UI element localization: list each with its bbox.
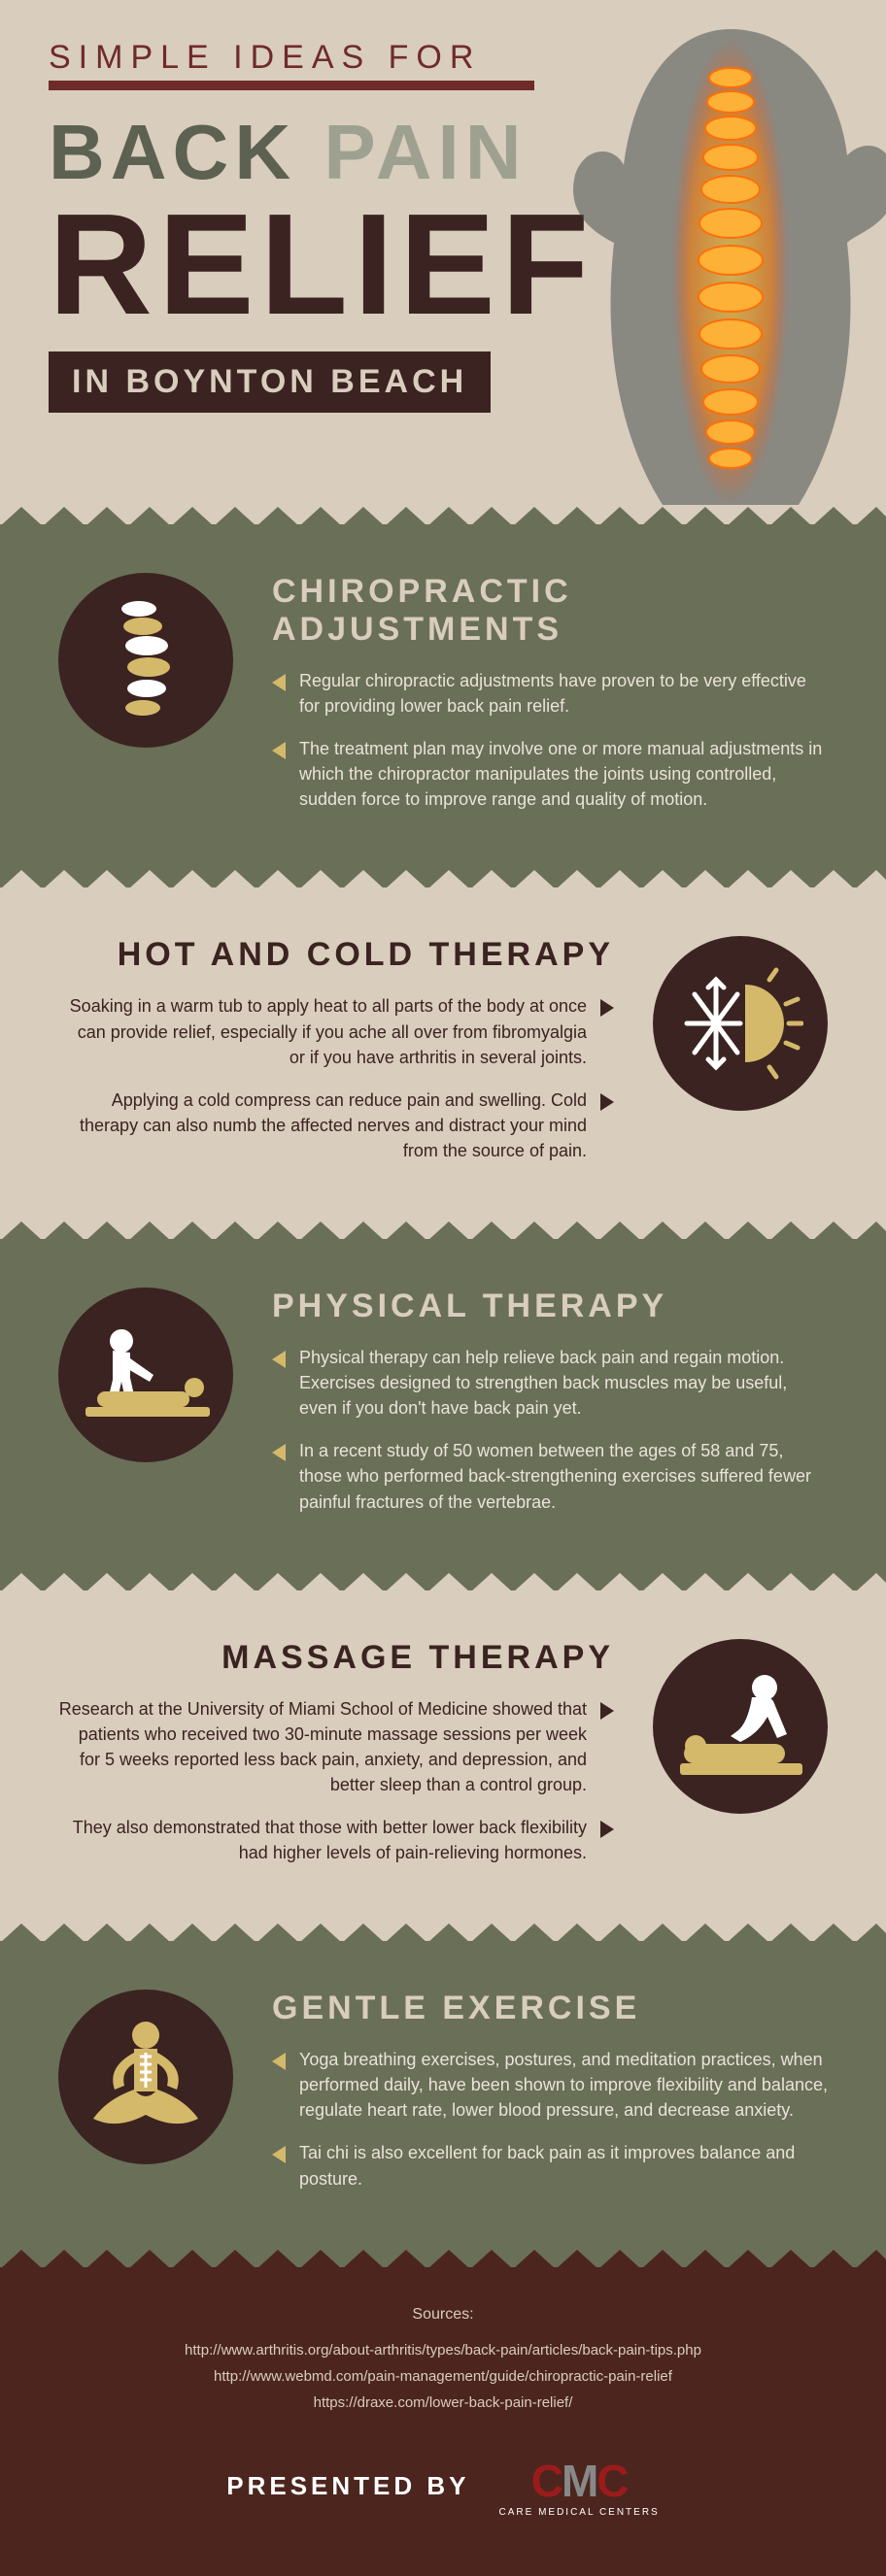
physical-therapy-icon <box>58 1288 233 1462</box>
bullet-arrow-icon <box>600 1093 614 1111</box>
presented-label: PRESENTED BY <box>226 2471 469 2501</box>
bullet-arrow-icon <box>272 1351 286 1368</box>
section-para: Research at the University of Miami Scho… <box>58 1696 587 1797</box>
section-para: The treatment plan may involve one or mo… <box>299 736 828 812</box>
section-physical-therapy: PHYSICAL THERAPY Physical therapy can he… <box>0 1239 886 1590</box>
bullet-arrow-icon <box>272 2053 286 2070</box>
section-para: Yoga breathing exercises, postures, and … <box>299 2047 828 2123</box>
spine-illustration <box>546 19 886 524</box>
section-heading: HOT AND COLD THERAPY <box>58 936 614 974</box>
logo-sub: CARE MEDICAL CENTERS <box>499 2507 660 2518</box>
section-para: Physical therapy can help relieve back p… <box>299 1345 828 1421</box>
title-sub-wrap: IN BOYNTON BEACH <box>49 351 491 413</box>
bullet-arrow-icon <box>272 1444 286 1461</box>
presented-by: PRESENTED BY CMC CARE MEDICAL CENTERS <box>58 2455 828 2518</box>
section-hot-cold: HOT AND COLD THERAPY Soaking in a warm t… <box>0 887 886 1239</box>
section-para: Soaking in a warm tub to apply heat to a… <box>58 993 587 1069</box>
title-sub: IN BOYNTON BEACH <box>72 363 467 400</box>
source-link: http://www.webmd.com/pain-management/gui… <box>58 2363 828 2390</box>
section-para: Tai chi is also excellent for back pain … <box>299 2140 828 2191</box>
section-heading: CHIROPRACTIC ADJUSTMENTS <box>272 573 828 649</box>
zigzag-divider <box>0 1221 886 1241</box>
bullet-arrow-icon <box>272 742 286 759</box>
section-para: Regular chiropractic adjustments have pr… <box>299 668 828 719</box>
header: SIMPLE IDEAS FOR BACK PAIN RELIEF IN BOY… <box>0 0 886 524</box>
footer: Sources: http://www.arthritis.org/about-… <box>0 2267 886 2576</box>
bullet-arrow-icon <box>600 999 614 1017</box>
cmc-logo: CMC CARE MEDICAL CENTERS <box>499 2455 660 2518</box>
source-link: http://www.arthritis.org/about-arthritis… <box>58 2337 828 2363</box>
section-heading: GENTLE EXERCISE <box>272 1990 828 2027</box>
bullet-arrow-icon <box>600 1821 614 1838</box>
title-rule <box>49 81 534 90</box>
zigzag-divider <box>0 2250 886 2269</box>
bullet-arrow-icon <box>272 2146 286 2163</box>
section-gentle-exercise: GENTLE EXERCISE Yoga breathing exercises… <box>0 1941 886 2266</box>
bullet-arrow-icon <box>272 674 286 691</box>
spine-icon <box>58 573 233 748</box>
infographic-page: SIMPLE IDEAS FOR BACK PAIN RELIEF IN BOY… <box>0 0 886 2576</box>
section-para: Applying a cold compress can reduce pain… <box>58 1087 587 1163</box>
section-para: In a recent study of 50 women between th… <box>299 1438 828 1514</box>
hot-cold-icon <box>653 936 828 1111</box>
zigzag-divider <box>0 1573 886 1592</box>
section-heading: PHYSICAL THERAPY <box>272 1288 828 1325</box>
zigzag-divider <box>0 507 886 526</box>
section-chiropractic: CHIROPRACTIC ADJUSTMENTS Regular chiropr… <box>0 524 886 887</box>
section-massage: MASSAGE THERAPY Research at the Universi… <box>0 1590 886 1942</box>
massage-icon <box>653 1639 828 1814</box>
zigzag-divider <box>0 1924 886 1943</box>
section-heading: MASSAGE THERAPY <box>58 1639 614 1677</box>
yoga-icon <box>58 1990 233 2164</box>
bullet-arrow-icon <box>600 1702 614 1720</box>
source-link: https://draxe.com/lower-back-pain-relief… <box>58 2390 828 2416</box>
zigzag-divider <box>0 870 886 889</box>
section-para: They also demonstrated that those with b… <box>58 1815 587 1865</box>
sources-label: Sources: <box>58 2306 828 2324</box>
